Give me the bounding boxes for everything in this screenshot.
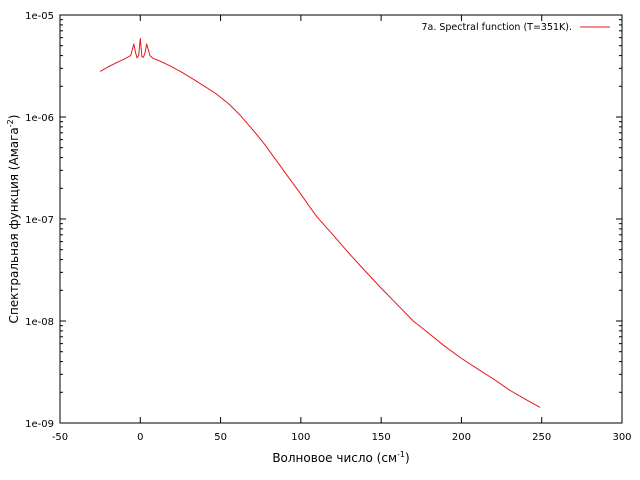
y-axis-ticks: 1e-09 1e-08 1e-07 1e-06 1e-05 [25, 11, 622, 430]
x-tick-label: 150 [372, 432, 391, 443]
series-layer [99, 37, 541, 408]
x-tick-label: 250 [532, 432, 551, 443]
legend-label: 7a. Spectral function (T=351K). [421, 22, 572, 33]
x-tick-label: 0 [137, 432, 143, 443]
x-tick-label: 100 [291, 432, 310, 443]
series-line [99, 37, 541, 408]
y-tick-label: 1e-06 [25, 113, 54, 124]
y-tick-label: 1e-05 [25, 11, 54, 22]
x-axis-title: Волновое число (см-1) [272, 450, 409, 465]
y-tick-label: 1e-08 [25, 317, 54, 328]
y-tick-label: 1e-07 [25, 215, 54, 226]
y-tick-label: 1e-09 [25, 419, 54, 430]
x-axis-ticks: -50 0 50 100 150 200 250 300 [52, 15, 632, 443]
y-axis-title: Спектральная функция (Амага-2) [6, 115, 21, 324]
legend: 7a. Spectral function (T=351K). [421, 22, 610, 33]
x-tick-label: 200 [452, 432, 471, 443]
x-tick-label: 50 [214, 432, 227, 443]
plot-frame [59, 14, 623, 424]
x-tick-label: 300 [612, 432, 631, 443]
x-tick-label: -50 [52, 432, 68, 443]
